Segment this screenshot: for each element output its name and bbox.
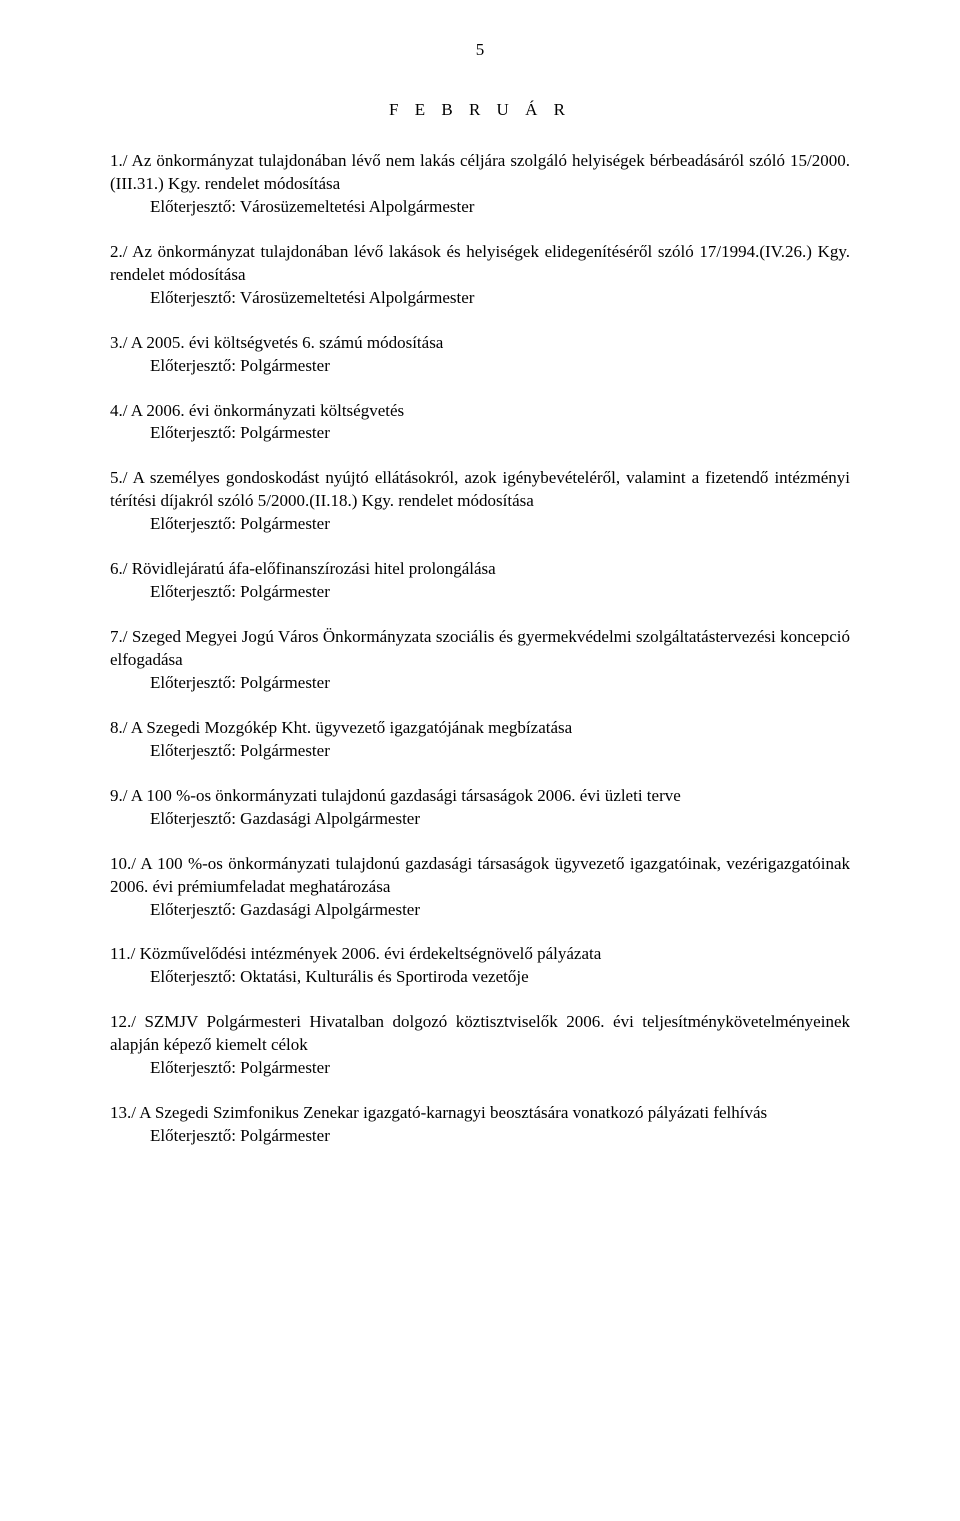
agenda-item: 5./ A személyes gondoskodást nyújtó ellá… xyxy=(110,467,850,536)
agenda-item-submitter: Előterjesztő: Polgármester xyxy=(110,672,850,695)
agenda-item-submitter: Előterjesztő: Oktatási, Kulturális és Sp… xyxy=(110,966,850,989)
agenda-item: 8./ A Szegedi Mozgókép Kht. ügyvezető ig… xyxy=(110,717,850,763)
agenda-item: 7./ Szeged Megyei Jogú Város Önkormányza… xyxy=(110,626,850,695)
document-page: 5 F E B R U Á R 1./ Az önkormányzat tula… xyxy=(0,0,960,1521)
agenda-item: 13./ A Szegedi Szimfonikus Zenekar igazg… xyxy=(110,1102,850,1148)
agenda-item: 6./ Rövidlejáratú áfa-előfinanszírozási … xyxy=(110,558,850,604)
agenda-item: 3./ A 2005. évi költségvetés 6. számú mó… xyxy=(110,332,850,378)
agenda-item-title: 13./ A Szegedi Szimfonikus Zenekar igazg… xyxy=(110,1102,850,1125)
agenda-item-submitter: Előterjesztő: Polgármester xyxy=(110,422,850,445)
agenda-item-title: 1./ Az önkormányzat tulajdonában lévő ne… xyxy=(110,150,850,196)
agenda-item-title: 6./ Rövidlejáratú áfa-előfinanszírozási … xyxy=(110,558,850,581)
agenda-item-submitter: Előterjesztő: Gazdasági Alpolgármester xyxy=(110,808,850,831)
agenda-item-title: 2./ Az önkormányzat tulajdonában lévő la… xyxy=(110,241,850,287)
agenda-item-submitter: Előterjesztő: Polgármester xyxy=(110,1057,850,1080)
agenda-item: 9./ A 100 %-os önkormányzati tulajdonú g… xyxy=(110,785,850,831)
agenda-item: 11./ Közművelődési intézmények 2006. évi… xyxy=(110,943,850,989)
agenda-item: 1./ Az önkormányzat tulajdonában lévő ne… xyxy=(110,150,850,219)
agenda-item-submitter: Előterjesztő: Polgármester xyxy=(110,1125,850,1148)
agenda-item-title: 4./ A 2006. évi önkormányzati költségvet… xyxy=(110,400,850,423)
agenda-item-submitter: Előterjesztő: Városüzemeltetési Alpolgár… xyxy=(110,196,850,219)
agenda-item: 12./ SZMJV Polgármesteri Hivatalban dolg… xyxy=(110,1011,850,1080)
agenda-item-title: 3./ A 2005. évi költségvetés 6. számú mó… xyxy=(110,332,850,355)
month-title: F E B R U Á R xyxy=(110,100,850,120)
agenda-item: 4./ A 2006. évi önkormányzati költségvet… xyxy=(110,400,850,446)
agenda-item: 2./ Az önkormányzat tulajdonában lévő la… xyxy=(110,241,850,310)
agenda-item-submitter: Előterjesztő: Polgármester xyxy=(110,355,850,378)
agenda-item-title: 9./ A 100 %-os önkormányzati tulajdonú g… xyxy=(110,785,850,808)
agenda-item-title: 5./ A személyes gondoskodást nyújtó ellá… xyxy=(110,467,850,513)
agenda-item-submitter: Előterjesztő: Polgármester xyxy=(110,740,850,763)
agenda-item-submitter: Előterjesztő: Városüzemeltetési Alpolgár… xyxy=(110,287,850,310)
agenda-item-submitter: Előterjesztő: Gazdasági Alpolgármester xyxy=(110,899,850,922)
page-number: 5 xyxy=(110,40,850,60)
agenda-item-title: 11./ Közművelődési intézmények 2006. évi… xyxy=(110,943,850,966)
agenda-item-submitter: Előterjesztő: Polgármester xyxy=(110,513,850,536)
agenda-item-title: 10./ A 100 %-os önkormányzati tulajdonú … xyxy=(110,853,850,899)
agenda-item-title: 7./ Szeged Megyei Jogú Város Önkormányza… xyxy=(110,626,850,672)
agenda-item-title: 12./ SZMJV Polgármesteri Hivatalban dolg… xyxy=(110,1011,850,1057)
agenda-item-title: 8./ A Szegedi Mozgókép Kht. ügyvezető ig… xyxy=(110,717,850,740)
agenda-item-submitter: Előterjesztő: Polgármester xyxy=(110,581,850,604)
agenda-item: 10./ A 100 %-os önkormányzati tulajdonú … xyxy=(110,853,850,922)
